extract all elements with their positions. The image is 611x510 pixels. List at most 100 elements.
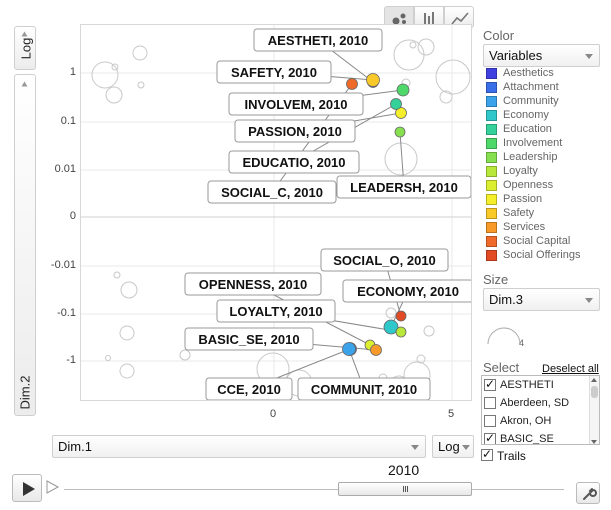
chevron-down-icon (585, 54, 593, 59)
data-bubble[interactable] (395, 310, 407, 322)
legend-swatch (486, 124, 497, 135)
legend-label: Safety (503, 207, 535, 219)
bubble-label-text: SOCIAL_C, 2010 (221, 185, 323, 200)
bubble-label[interactable]: ECONOMY, 2010 (342, 279, 472, 303)
legend-label: Attachment (503, 81, 559, 93)
data-bubble[interactable] (366, 73, 380, 87)
trails-label: Trails (497, 449, 526, 463)
legend-label: Community (503, 95, 559, 107)
y-tick-label: 0 (69, 210, 76, 222)
bubble-label[interactable]: SOCIAL_C, 2010 (207, 180, 337, 204)
legend-swatch (486, 180, 497, 191)
y-scale-label: Log (18, 37, 34, 60)
bar-chart-tab[interactable] (414, 6, 444, 28)
bubble-label[interactable]: BASIC_SE, 2010 (184, 327, 314, 351)
time-slider-handle[interactable] (338, 482, 472, 496)
x-scale-select[interactable]: Log (432, 435, 474, 458)
bubble-label[interactable]: SOCIAL_O, 2010 (320, 248, 449, 272)
legend-label: Loyalty (503, 165, 538, 177)
play-button[interactable] (12, 474, 42, 502)
x-dimension-select[interactable]: Dim.1 (52, 435, 426, 458)
color-select-value: Variables (489, 48, 543, 63)
y-scale-arrow-icon (21, 31, 28, 37)
bubble-label-text: AESTHETI, 2010 (268, 33, 368, 48)
bubble-label[interactable]: CCE, 2010 (205, 377, 293, 400)
data-bubble[interactable] (390, 98, 402, 110)
select-list-item[interactable]: Aberdeen, SD (484, 395, 590, 413)
y-tick-label: 0.1 (60, 115, 76, 127)
legend-label: Leadership (503, 151, 558, 163)
bubble-label[interactable]: COMMUNIT, 2010 (297, 377, 431, 400)
data-bubble[interactable] (370, 344, 382, 356)
size-dial-icon (487, 327, 521, 345)
select-checkbox[interactable] (484, 377, 496, 391)
bubble-label-text: BASIC_SE, 2010 (198, 332, 299, 347)
legend-swatch (486, 222, 497, 233)
y-dimension-select[interactable]: Dim.2 (14, 74, 36, 416)
select-list[interactable]: AESTHETI Aberdeen, SD Akron, OH BASIC_SE (481, 375, 600, 445)
bubble-label[interactable]: EDUCATIO, 2010 (228, 150, 360, 174)
bubble-label[interactable]: PASSION, 2010 (234, 119, 356, 143)
chevron-down-icon (585, 298, 593, 303)
data-bubble[interactable] (396, 83, 410, 97)
data-bubble[interactable] (395, 107, 407, 119)
legend-swatch (486, 250, 497, 261)
x-tick-label: 0 (270, 408, 277, 420)
legend-swatch (486, 96, 497, 107)
bubble-label[interactable]: LEADERSH, 2010 (336, 175, 471, 199)
bubble-label[interactable]: LOYALTY, 2010 (216, 299, 336, 323)
color-select[interactable]: Variables (483, 44, 600, 67)
speed-icon (46, 481, 56, 493)
deselect-all-link[interactable]: Deselect all (542, 363, 599, 375)
bubble-label[interactable]: INVOLVEM, 2010 (228, 92, 364, 116)
bubble-chart-plot[interactable]: AESTHETI, 2010 SAFETY, 2010 INVOLVEM, 2010… (80, 24, 472, 401)
y-tick-label: 0.01 (54, 163, 76, 175)
legend-swatch (486, 82, 497, 93)
data-bubble[interactable] (395, 326, 407, 338)
legend-label: Economy (503, 109, 549, 121)
trails-toggle[interactable]: Trails (481, 447, 541, 463)
select-list-item[interactable]: Akron, OH (484, 413, 590, 431)
bubble-label-text: INVOLVEM, 2010 (244, 97, 347, 112)
select-checkbox[interactable] (484, 431, 496, 444)
select-checkbox[interactable] (484, 397, 496, 409)
bubble-label-text: CCE, 2010 (217, 382, 281, 397)
select-item-label: BASIC_SE (500, 433, 554, 445)
bubble-label[interactable]: OPENNESS, 2010 (184, 272, 322, 296)
trails-checkbox[interactable] (481, 447, 493, 461)
select-header: Select (483, 360, 520, 375)
chart-svg: AESTHETI, 2010 SAFETY, 2010 INVOLVEM, 2010… (81, 25, 472, 400)
legend-label: Passion (503, 193, 543, 205)
x-tick-label: 5 (448, 408, 455, 420)
play-icon (23, 482, 35, 496)
select-checkbox[interactable] (484, 415, 496, 427)
legend-label: Social Offerings (503, 249, 581, 261)
data-bubble[interactable] (383, 319, 399, 335)
select-list-item[interactable]: BASIC_SE (484, 431, 590, 445)
line-icon (451, 12, 469, 25)
bubbles-icon (392, 13, 406, 25)
y-tick-label: -1 (66, 354, 76, 366)
select-list-scrollbar[interactable] (589, 376, 599, 444)
bubble-label-text: LEADERSH, 2010 (350, 180, 458, 195)
data-bubble[interactable] (394, 126, 406, 138)
select-item-label: AESTHETI (500, 379, 554, 391)
time-slider-track[interactable] (64, 489, 564, 490)
bubble-label-text: SAFETY, 2010 (231, 65, 317, 80)
legend-label: Involvement (503, 137, 563, 149)
bubble-label[interactable]: AESTHETI, 2010 (253, 28, 383, 52)
settings-button[interactable] (576, 482, 600, 504)
data-bubble[interactable] (346, 78, 358, 90)
bubble-label-text: PASSION, 2010 (248, 124, 342, 139)
legend-label: Social Capital (503, 235, 571, 247)
speed-control[interactable] (46, 480, 60, 494)
data-bubble[interactable] (342, 342, 356, 356)
size-select[interactable]: Dim.3 (483, 288, 600, 311)
bubble-label[interactable]: SAFETY, 2010 (216, 60, 332, 84)
bars-icon (424, 12, 434, 25)
y-scale-select[interactable]: Log (14, 26, 36, 70)
y-dimension-arrow-icon (21, 81, 28, 87)
select-list-item[interactable]: AESTHETI (484, 377, 590, 395)
bubble-label-text: COMMUNIT, 2010 (311, 382, 417, 397)
speed-icon (46, 480, 60, 494)
